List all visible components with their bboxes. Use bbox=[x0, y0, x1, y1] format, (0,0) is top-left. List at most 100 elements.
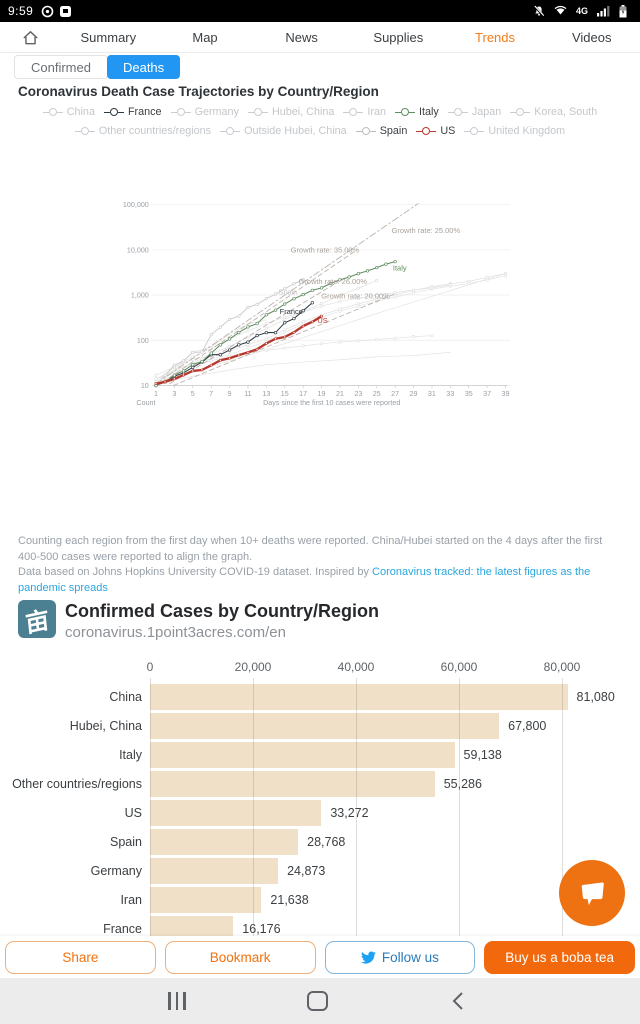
chart-footnotes: Counting each region from the first day … bbox=[18, 534, 624, 596]
legend-item-united-kingdom[interactable]: United Kingdom bbox=[464, 125, 565, 137]
bar-row-germany: Germany 24,873 bbox=[0, 856, 640, 885]
bar[interactable] bbox=[150, 683, 568, 710]
series-us bbox=[154, 314, 323, 385]
legend-item-hubei-china[interactable]: Hubei, China bbox=[247, 106, 334, 118]
nav-videos[interactable]: Videos bbox=[571, 29, 612, 45]
bar-category-label: France bbox=[103, 921, 142, 936]
1point3acres-logo: 亩 bbox=[18, 600, 56, 638]
bar[interactable] bbox=[150, 770, 435, 797]
series-iran bbox=[154, 283, 452, 384]
legend-marker-icon bbox=[74, 127, 95, 135]
legend-item-us[interactable]: US bbox=[416, 125, 455, 137]
bar-row-china: China 81,080 bbox=[0, 682, 640, 711]
nav-summary[interactable]: Summary bbox=[80, 29, 137, 45]
nav-trends[interactable]: Trends bbox=[475, 29, 516, 45]
inspiration-link[interactable]: Coronavirus tracked: the latest figures … bbox=[18, 566, 591, 594]
bar[interactable] bbox=[150, 915, 234, 936]
bar-row-italy: Italy 59,138 bbox=[0, 740, 640, 769]
legend-marker-icon bbox=[42, 108, 63, 116]
twitter-icon bbox=[360, 950, 376, 964]
legend-item-iran[interactable]: Iran bbox=[343, 106, 386, 118]
svg-text:17: 17 bbox=[299, 390, 307, 398]
svg-text:Growth rate: 35.00%: Growth rate: 35.00% bbox=[291, 246, 360, 255]
bar-tick-label: 40,000 bbox=[337, 660, 375, 674]
back-button[interactable] bbox=[450, 990, 466, 1017]
svg-text:25: 25 bbox=[373, 390, 381, 398]
svg-text:13: 13 bbox=[262, 390, 270, 398]
tab-confirmed[interactable]: Confirmed bbox=[14, 55, 108, 79]
series-japan bbox=[155, 351, 451, 384]
series-italy bbox=[154, 259, 397, 388]
bar-row-other-countries-regions: Other countries/regions 55,286 bbox=[0, 769, 640, 798]
top-nav: Summary Map News Supplies Trends Videos bbox=[0, 22, 640, 53]
legend-item-korea-south[interactable]: Korea, South bbox=[510, 106, 597, 118]
series-outside-hubei-china bbox=[155, 273, 506, 384]
confirmed-cases-section-header: 亩 Confirmed Cases by Country/Region coro… bbox=[18, 600, 379, 641]
bar[interactable] bbox=[150, 828, 299, 855]
legend-item-outside-hubei-china[interactable]: Outside Hubei, China bbox=[220, 125, 347, 137]
tab-deaths[interactable]: Deaths bbox=[106, 55, 181, 79]
legend-item-germany[interactable]: Germany bbox=[170, 106, 239, 118]
buy-us-a-boba-tea-button[interactable]: Buy us a boba tea bbox=[484, 940, 635, 974]
case-type-tabs: Confirmed Deaths bbox=[14, 55, 181, 79]
svg-text:39: 39 bbox=[502, 390, 510, 398]
legend-marker-icon bbox=[343, 108, 364, 116]
svg-text:7: 7 bbox=[209, 390, 213, 398]
notification-message-icon bbox=[59, 5, 72, 18]
series-hubei-china bbox=[154, 274, 508, 381]
android-nav-bar bbox=[0, 978, 640, 1024]
legend-item-japan[interactable]: Japan bbox=[447, 106, 501, 118]
legend-marker-icon bbox=[395, 108, 415, 116]
confirmed-cases-bar-chart[interactable]: 0 20,000 40,000 60,000 80,000 China 81,080 Hub… bbox=[0, 660, 640, 936]
nav-supplies[interactable]: Supplies bbox=[373, 29, 424, 45]
legend-item-other-countries-regions[interactable]: Other countries/regions bbox=[74, 125, 211, 137]
home-button[interactable] bbox=[0, 28, 60, 47]
bar-tick-label: 80,000 bbox=[543, 660, 581, 674]
follow-us-button[interactable]: Follow us bbox=[324, 940, 476, 974]
bar[interactable] bbox=[150, 857, 279, 884]
svg-text:31: 31 bbox=[428, 390, 436, 398]
bar-value-label: 81,080 bbox=[576, 689, 615, 704]
legend-item-spain[interactable]: Spain bbox=[355, 125, 407, 137]
bar-value-label: 28,768 bbox=[307, 834, 346, 849]
bar[interactable] bbox=[150, 799, 322, 826]
share-button[interactable]: Share bbox=[5, 940, 156, 974]
trajectories-legend: China France Germany Hubei, China Iran Italy J… bbox=[0, 106, 640, 144]
bar-category-label: Hubei, China bbox=[69, 718, 142, 733]
bar[interactable] bbox=[150, 741, 455, 768]
bar-value-label: 24,873 bbox=[287, 863, 326, 878]
bar-value-label: 33,272 bbox=[330, 805, 369, 820]
svg-text:Growth rate: 25.00%: Growth rate: 25.00% bbox=[392, 226, 461, 235]
bar-row-us: US 33,272 bbox=[0, 798, 640, 827]
bar-row-spain: Spain 28,768 bbox=[0, 827, 640, 856]
svg-text:Days since the first 10 cases: Days since the first 10 cases were repor… bbox=[263, 399, 400, 407]
series-growth-35 bbox=[162, 251, 355, 383]
nav-news[interactable]: News bbox=[285, 29, 318, 45]
bar-category-label: Other countries/regions bbox=[12, 776, 142, 791]
legend-item-italy[interactable]: Italy bbox=[395, 106, 439, 118]
wifi-icon bbox=[554, 5, 567, 17]
network-4g-icon: 4G bbox=[575, 6, 588, 16]
legend-item-france[interactable]: France bbox=[103, 106, 162, 118]
chat-fab-button[interactable] bbox=[559, 860, 625, 926]
signal-icon bbox=[597, 5, 610, 17]
nav-map[interactable]: Map bbox=[192, 29, 218, 45]
battery-icon bbox=[619, 4, 627, 18]
android-home-button[interactable] bbox=[307, 991, 328, 1011]
bookmark-button[interactable]: Bookmark bbox=[164, 940, 316, 974]
bar-category-label: Spain bbox=[110, 834, 142, 849]
bar[interactable] bbox=[150, 712, 500, 739]
bar-value-label: 59,138 bbox=[463, 747, 502, 762]
recents-button[interactable] bbox=[168, 992, 186, 1010]
legend-marker-icon bbox=[447, 108, 468, 116]
bar[interactable] bbox=[150, 886, 262, 913]
svg-text:33: 33 bbox=[446, 390, 454, 398]
legend-item-china[interactable]: China bbox=[42, 106, 95, 118]
bar-row-iran: Iran 21,638 bbox=[0, 885, 640, 914]
legend-marker-icon bbox=[247, 108, 268, 116]
nav-items: Summary Map News Supplies Trends Videos bbox=[60, 30, 640, 45]
bar-category-label: China bbox=[109, 689, 142, 704]
svg-text:US: US bbox=[317, 316, 327, 325]
legend-marker-icon bbox=[103, 108, 124, 116]
